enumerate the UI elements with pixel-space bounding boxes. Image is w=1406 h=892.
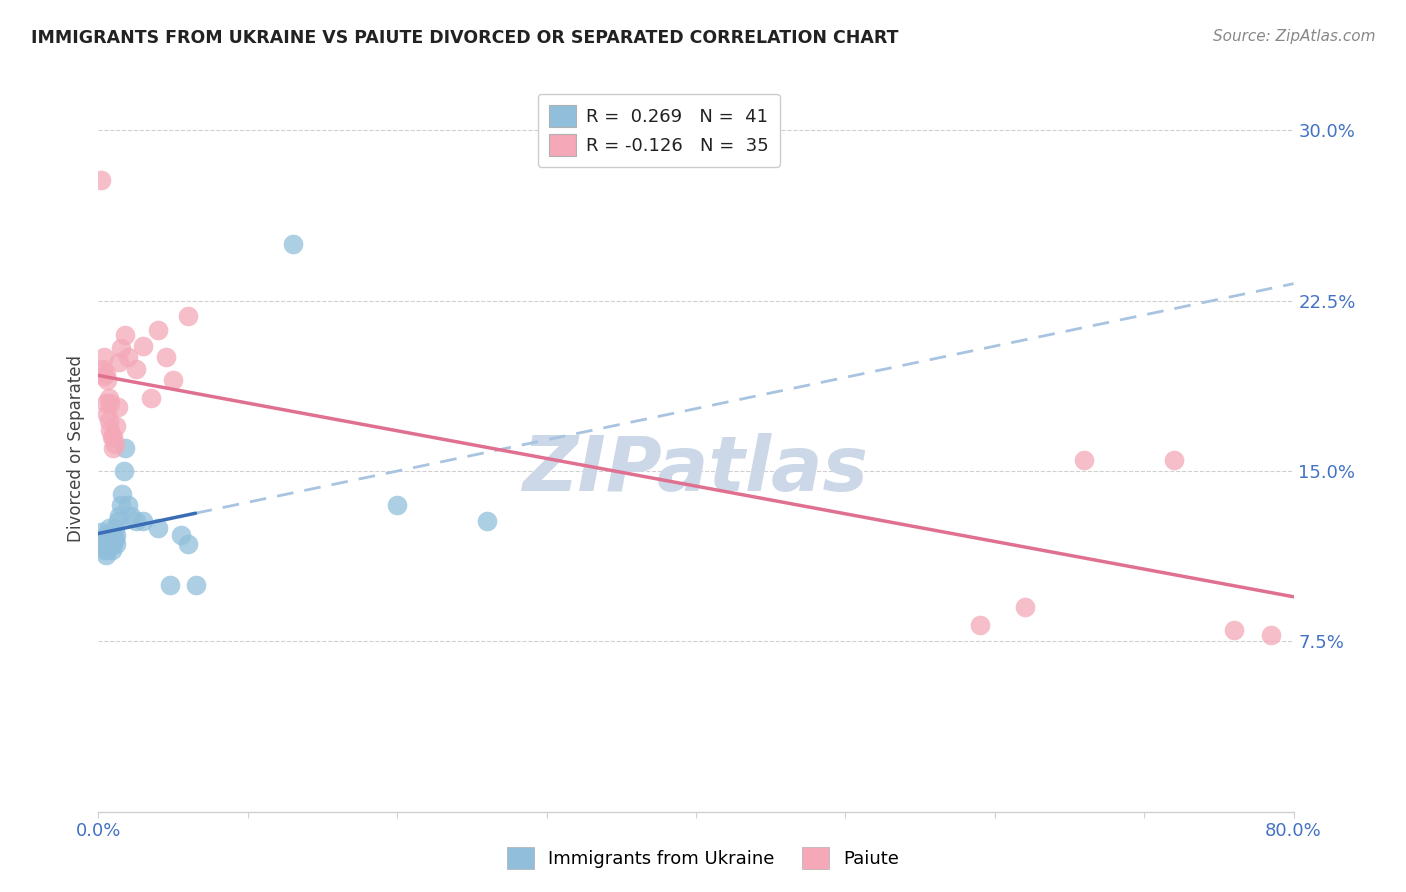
Point (1223, 623, 1246, 637)
Point (1260, 627, 1282, 641)
Point (125, 514, 148, 528)
Point (177, 536, 200, 550)
Point (281, 236, 304, 251)
Point (93, 351, 115, 365)
Point (125, 361, 148, 376)
Point (112, 464, 135, 478)
Text: IMMIGRANTS FROM UKRAINE VS PAIUTE DIVORCED OR SEPARATED CORRELATION CHART: IMMIGRANTS FROM UKRAINE VS PAIUTE DIVORC… (31, 29, 898, 46)
Point (120, 509, 142, 524)
Point (98, 536, 122, 550)
Point (105, 527, 128, 541)
Point (101, 430, 124, 444)
Point (132, 339, 155, 353)
Point (108, 355, 131, 369)
Point (117, 498, 139, 512)
Point (97, 536, 120, 550)
Point (148, 323, 170, 337)
Point (89, 536, 111, 550)
Point (114, 327, 136, 342)
Point (104, 521, 127, 535)
Point (969, 618, 991, 632)
Point (90, 525, 112, 540)
Legend: Immigrants from Ukraine, Paiute: Immigrants from Ukraine, Paiute (499, 839, 907, 876)
Point (97, 532, 120, 546)
Point (385, 498, 409, 512)
Point (103, 430, 125, 444)
Point (110, 341, 132, 355)
Point (91, 536, 114, 550)
Point (105, 418, 128, 433)
Y-axis label: Divorced or Separated: Divorced or Separated (67, 355, 86, 541)
Point (94, 366, 117, 380)
Point (91, 361, 114, 376)
Point (177, 310, 200, 324)
Point (108, 509, 131, 524)
Legend: R =  0.269   N =  41, R = -0.126   N =  35: R = 0.269 N = 41, R = -0.126 N = 35 (537, 94, 780, 167)
Point (117, 351, 139, 365)
Point (94, 536, 117, 550)
Point (97, 521, 120, 535)
Point (1014, 600, 1036, 615)
Point (97, 414, 120, 428)
Point (98, 423, 122, 437)
Point (104, 532, 127, 546)
Point (107, 514, 129, 528)
Point (96, 373, 118, 387)
Point (97, 391, 120, 405)
Point (96, 407, 118, 421)
Point (103, 527, 125, 541)
Point (96, 543, 118, 558)
Point (94, 548, 117, 562)
Point (98, 396, 122, 410)
Point (114, 442, 136, 455)
Point (104, 436, 127, 450)
Point (107, 401, 129, 415)
Point (105, 536, 128, 550)
Point (162, 373, 184, 387)
Point (148, 521, 170, 535)
Point (98, 527, 122, 541)
Point (155, 351, 177, 365)
Point (94, 527, 117, 541)
Point (111, 486, 134, 500)
Point (103, 442, 125, 455)
Point (475, 514, 498, 528)
Point (94, 396, 117, 410)
Point (132, 514, 155, 528)
Point (139, 391, 162, 405)
Point (184, 577, 207, 591)
Point (101, 543, 124, 558)
Point (110, 498, 132, 512)
Point (96, 532, 118, 546)
Point (1073, 452, 1095, 467)
Point (93, 543, 115, 558)
Point (93, 368, 115, 383)
Point (101, 532, 124, 546)
Point (103, 536, 125, 550)
Text: ZIPatlas: ZIPatlas (523, 433, 869, 507)
Point (90, 173, 112, 187)
Point (169, 527, 191, 541)
Text: Source: ZipAtlas.com: Source: ZipAtlas.com (1212, 29, 1375, 44)
Point (93, 532, 115, 546)
Point (1163, 452, 1185, 467)
Point (159, 577, 181, 591)
